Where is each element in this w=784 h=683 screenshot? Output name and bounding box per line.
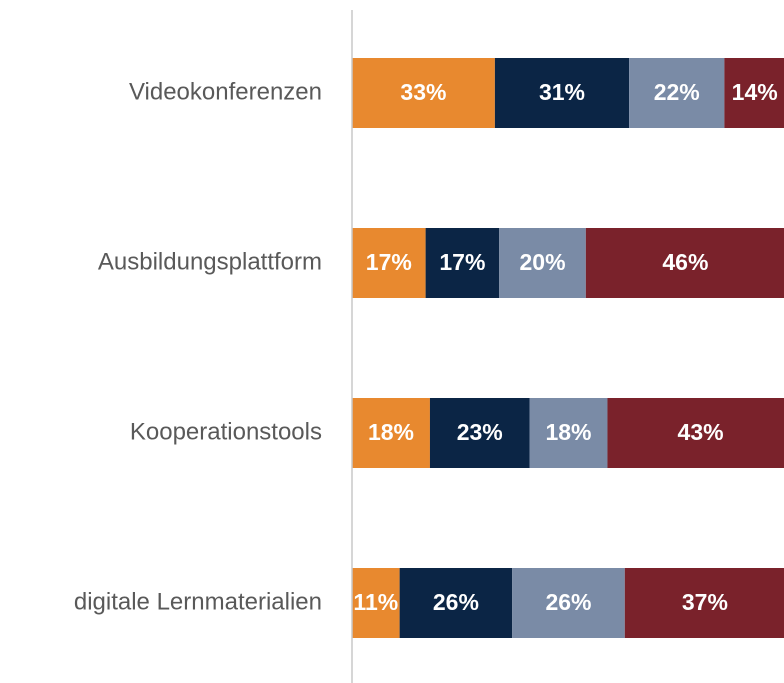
bar-segment: [512, 568, 625, 638]
data-label: 37%: [682, 589, 728, 615]
data-label: 20%: [519, 249, 565, 275]
bar-segment: [425, 228, 500, 298]
bar-segment: [352, 58, 495, 128]
data-label: 26%: [433, 589, 479, 615]
bar-segment: [429, 398, 530, 468]
data-label: 18%: [368, 419, 414, 445]
bar-segment: [499, 228, 586, 298]
y-tick-label: Videokonferenzen: [129, 78, 322, 105]
y-tick-label: Ausbildungsplattform: [98, 248, 322, 275]
bar-segment: [494, 58, 630, 128]
data-label: 18%: [545, 419, 591, 445]
bar-segment: [724, 58, 784, 128]
bar-segment: [624, 568, 784, 638]
bar-segment: [352, 568, 400, 638]
bar-segment: [607, 398, 784, 468]
data-label: 46%: [662, 249, 708, 275]
plot-area: Videokonferenzen 33% 31% 22% 14% Ausbildungsp…: [74, 10, 784, 683]
bar-segment: [399, 568, 513, 638]
data-label: 31%: [539, 79, 585, 105]
bar-segment: [352, 228, 426, 298]
bar-segment: [352, 398, 430, 468]
data-label: 33%: [400, 79, 446, 105]
bar-segment: [629, 58, 725, 128]
bar-segment: [585, 228, 784, 298]
bar-segment: [529, 398, 608, 468]
data-label: 23%: [457, 419, 503, 445]
data-label: 17%: [439, 249, 485, 275]
data-label: 17%: [366, 249, 412, 275]
data-label: 14%: [732, 79, 778, 105]
data-label: 22%: [654, 79, 700, 105]
data-label: 11%: [353, 589, 398, 615]
data-label: 43%: [678, 419, 724, 445]
y-tick-label: digitale Lernmaterialien: [74, 588, 322, 615]
data-label: 26%: [545, 589, 591, 615]
y-tick-label: Kooperationstools: [130, 418, 322, 445]
